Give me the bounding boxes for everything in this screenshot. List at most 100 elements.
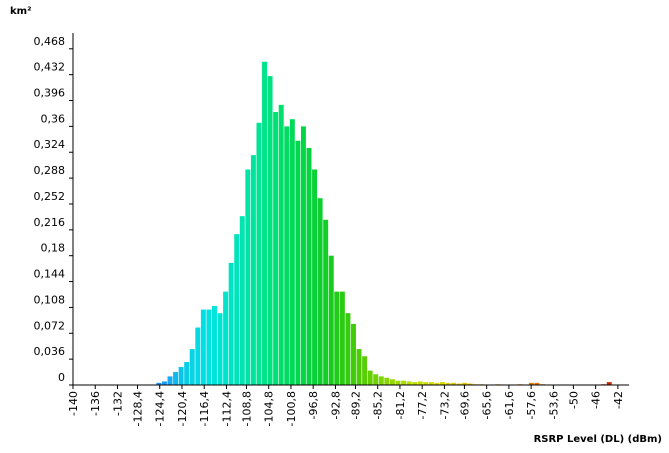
- bar: [195, 327, 201, 385]
- x-tick-label: -140: [67, 391, 80, 416]
- bar: [456, 383, 462, 385]
- x-tick-label: -136: [89, 391, 102, 416]
- x-tick-label: -124,4: [154, 391, 167, 426]
- bar: [267, 76, 273, 385]
- bar: [234, 234, 240, 385]
- bar: [156, 382, 162, 385]
- x-tick-label: -108,8: [240, 391, 253, 426]
- x-tick-label: -81,2: [394, 391, 407, 419]
- bar: [345, 313, 351, 385]
- bar: [317, 198, 323, 385]
- bar: [323, 219, 329, 385]
- bar: [312, 169, 318, 385]
- y-tick-label: 0,432: [34, 61, 66, 74]
- x-tick-label: -42: [612, 391, 625, 409]
- x-tick-label: -85,2: [372, 391, 385, 419]
- x-tick-label: -128,4: [131, 391, 144, 426]
- y-tick-label: 0,324: [34, 138, 66, 151]
- bar: [173, 372, 179, 385]
- y-axis-label: km²: [10, 6, 31, 17]
- x-tick-label: -132: [111, 391, 124, 416]
- bar: [417, 381, 423, 385]
- x-tick-label: -46: [590, 391, 603, 409]
- bar: [423, 382, 429, 385]
- y-tick-label: 0,18: [41, 242, 66, 255]
- bar: [362, 356, 368, 385]
- bar: [245, 169, 251, 385]
- y-tick-label: 0: [58, 371, 65, 384]
- x-tick-label: -73,2: [438, 391, 451, 419]
- x-tick-label: -100,8: [285, 391, 298, 426]
- bar: [306, 147, 312, 385]
- bar: [367, 370, 373, 385]
- x-tick-label: -65,6: [481, 391, 494, 419]
- y-tick-label: 0,144: [34, 268, 66, 281]
- bar: [300, 126, 306, 385]
- bar: [212, 305, 217, 385]
- bar: [284, 126, 290, 385]
- x-tick-label: -50: [567, 391, 580, 409]
- bar: [206, 309, 212, 385]
- y-tick-label: 0,036: [34, 345, 66, 358]
- bar: [189, 349, 195, 385]
- bar: [384, 377, 390, 385]
- bar: [217, 313, 223, 385]
- x-tick-label: -92,8: [329, 391, 342, 419]
- bar: [278, 104, 284, 385]
- bar: [373, 374, 379, 385]
- bar: [273, 112, 279, 385]
- bar: [223, 291, 229, 385]
- x-tick-label: -120,4: [176, 391, 189, 426]
- bar: [462, 382, 468, 385]
- bar: [250, 155, 256, 385]
- bar: [239, 216, 245, 385]
- bar: [467, 383, 473, 385]
- bar: [200, 309, 206, 385]
- x-tick-label: -104,8: [263, 391, 276, 426]
- bar: [228, 262, 234, 385]
- bar: [256, 122, 262, 385]
- bar: [378, 376, 384, 385]
- bar: [528, 382, 534, 385]
- bar: [184, 362, 190, 385]
- bar: [334, 291, 340, 385]
- bar: [262, 61, 267, 386]
- bar: [351, 323, 356, 385]
- x-tick-label: -57,6: [525, 391, 538, 419]
- bar: [389, 379, 395, 385]
- bar: [295, 140, 301, 385]
- y-tick-label: 0,396: [34, 87, 66, 100]
- x-tick-label: -116,4: [198, 391, 211, 426]
- x-tick-label: -61,6: [503, 391, 516, 419]
- y-tick-label: 0,108: [34, 293, 66, 306]
- bar: [339, 291, 345, 385]
- bar: [434, 382, 440, 385]
- bar: [439, 382, 445, 385]
- x-tick-label: -53,6: [547, 391, 560, 419]
- bar: [356, 349, 362, 385]
- y-tick-label: 0,252: [34, 190, 66, 203]
- x-tick-label: -112,4: [220, 391, 233, 426]
- y-tick-label: 0,216: [34, 216, 66, 229]
- bar: [606, 382, 612, 385]
- bar: [328, 255, 334, 385]
- bar: [401, 380, 406, 385]
- bar: [178, 367, 184, 385]
- y-tick-label: 0,288: [34, 164, 66, 177]
- x-tick-label: -96,8: [307, 391, 320, 419]
- bar: [161, 381, 167, 385]
- bar: [445, 382, 451, 385]
- y-tick-label: 0,072: [34, 319, 66, 332]
- x-tick-label: -77,2: [416, 391, 429, 419]
- bar: [534, 382, 540, 385]
- bar: [428, 382, 434, 385]
- bar: [406, 381, 412, 385]
- bar: [451, 382, 457, 385]
- bar: [412, 382, 418, 385]
- y-tick-label: 0,36: [41, 112, 66, 125]
- bar: [167, 376, 173, 385]
- bar: [395, 380, 401, 385]
- bar: [289, 119, 295, 386]
- x-tick-label: -69,6: [458, 391, 471, 419]
